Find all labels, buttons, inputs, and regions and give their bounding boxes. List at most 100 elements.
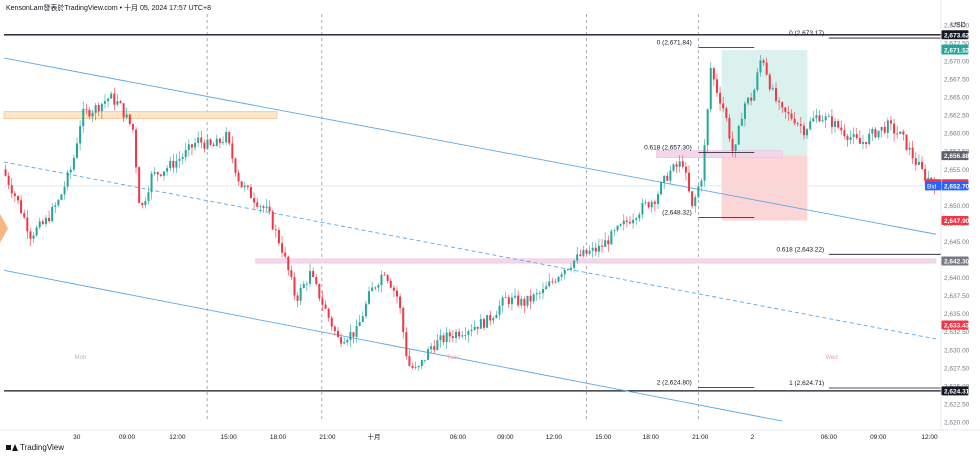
candle-body [728, 117, 731, 139]
candle-body [23, 213, 26, 218]
price-tick-label: 2,665.00 [944, 95, 970, 102]
price-badge [941, 320, 969, 330]
candle-body [327, 308, 330, 318]
candle-body [684, 166, 687, 173]
entry-zone [656, 150, 783, 158]
price-tick-label: 2,667.50 [944, 76, 970, 83]
candle-body [759, 60, 762, 73]
candle-body [423, 359, 426, 361]
candle-body [352, 332, 355, 337]
candle-body [135, 129, 138, 168]
candle-body [622, 220, 625, 225]
candle-body [688, 172, 691, 192]
candle-body [262, 206, 265, 208]
price-tick-label: 2,632.50 [944, 329, 970, 336]
price-tick-label: 2,655.00 [944, 167, 970, 174]
candle-body [678, 161, 681, 167]
candle-body [756, 72, 759, 90]
candle-body [597, 245, 600, 252]
candle-body [806, 129, 809, 136]
candle-body [660, 182, 663, 195]
candle-body [715, 79, 718, 93]
candle-body [775, 88, 778, 101]
candle-body [737, 125, 740, 145]
channel-upper-line [3, 57, 937, 235]
candle-body [458, 331, 461, 337]
candle-body [545, 286, 548, 290]
candle-body [85, 108, 88, 110]
candle-body [333, 326, 336, 331]
time-tick-label: 十月 [368, 432, 381, 441]
candle-body [430, 346, 433, 350]
candle-body [48, 217, 51, 222]
candle-body [647, 202, 650, 208]
price-tick-label: 2,637.50 [944, 293, 970, 300]
candle-body [753, 89, 756, 101]
candle-body [271, 211, 274, 230]
time-tick-label: 15:00 [595, 434, 612, 441]
candle-body [231, 143, 234, 159]
candle-body [399, 296, 402, 309]
candle-body [20, 200, 23, 214]
candle-body [110, 93, 113, 99]
candle-body [159, 174, 162, 176]
candle-body [886, 120, 889, 133]
price-tick-label: 2,650.00 [944, 203, 970, 210]
candle-body [451, 336, 454, 338]
candle-body [566, 269, 569, 271]
candle-body [470, 329, 473, 332]
candle-body [632, 219, 635, 224]
candle-body [837, 120, 840, 128]
candle-body [69, 169, 72, 173]
candle-body [299, 288, 302, 301]
candle-body [812, 118, 815, 122]
candle-body [520, 298, 523, 306]
candle-body [582, 249, 585, 256]
candle-body [380, 274, 383, 286]
candle-body [846, 136, 849, 140]
candle-body [169, 160, 172, 169]
candle-body [467, 331, 470, 336]
candle-body [79, 126, 82, 144]
candle-body [865, 142, 868, 145]
candle-body [818, 115, 821, 122]
price-tick-label: 2,627.50 [944, 365, 970, 372]
candle-body [607, 240, 610, 245]
candle-body [383, 274, 386, 276]
candle-body [855, 134, 858, 139]
candle-body [144, 201, 147, 206]
candle-body [374, 287, 377, 289]
candle-body [725, 108, 728, 118]
candle-body [218, 138, 221, 143]
candle-body [635, 218, 638, 220]
time-tick-label: 06:00 [450, 434, 467, 441]
time-tick-label: 09:00 [119, 434, 136, 441]
candle-body [765, 62, 768, 75]
candle-body [371, 287, 374, 292]
candle-body [706, 109, 709, 146]
candle-body [473, 326, 476, 330]
candle-body [740, 118, 743, 126]
candle-body [100, 103, 103, 112]
candle-body [861, 142, 864, 144]
candle-body [489, 315, 492, 321]
candle-body [125, 114, 128, 118]
candle-body [340, 337, 343, 344]
support-zone [255, 258, 937, 264]
candle-body [604, 240, 607, 247]
candle-body [709, 68, 712, 110]
price-tick-label: 2,660.00 [944, 131, 970, 138]
candle-body [197, 137, 200, 143]
candle-body [697, 186, 700, 198]
price-tick-label: 2,675.00 [944, 22, 970, 29]
candle-body [141, 202, 144, 206]
candle-body [663, 175, 666, 183]
channel-lower-line [3, 269, 783, 422]
candle-body [858, 138, 861, 144]
candle-body [433, 346, 436, 350]
candle-body [610, 231, 613, 245]
candle-body [899, 131, 902, 134]
candle-body [116, 101, 119, 105]
